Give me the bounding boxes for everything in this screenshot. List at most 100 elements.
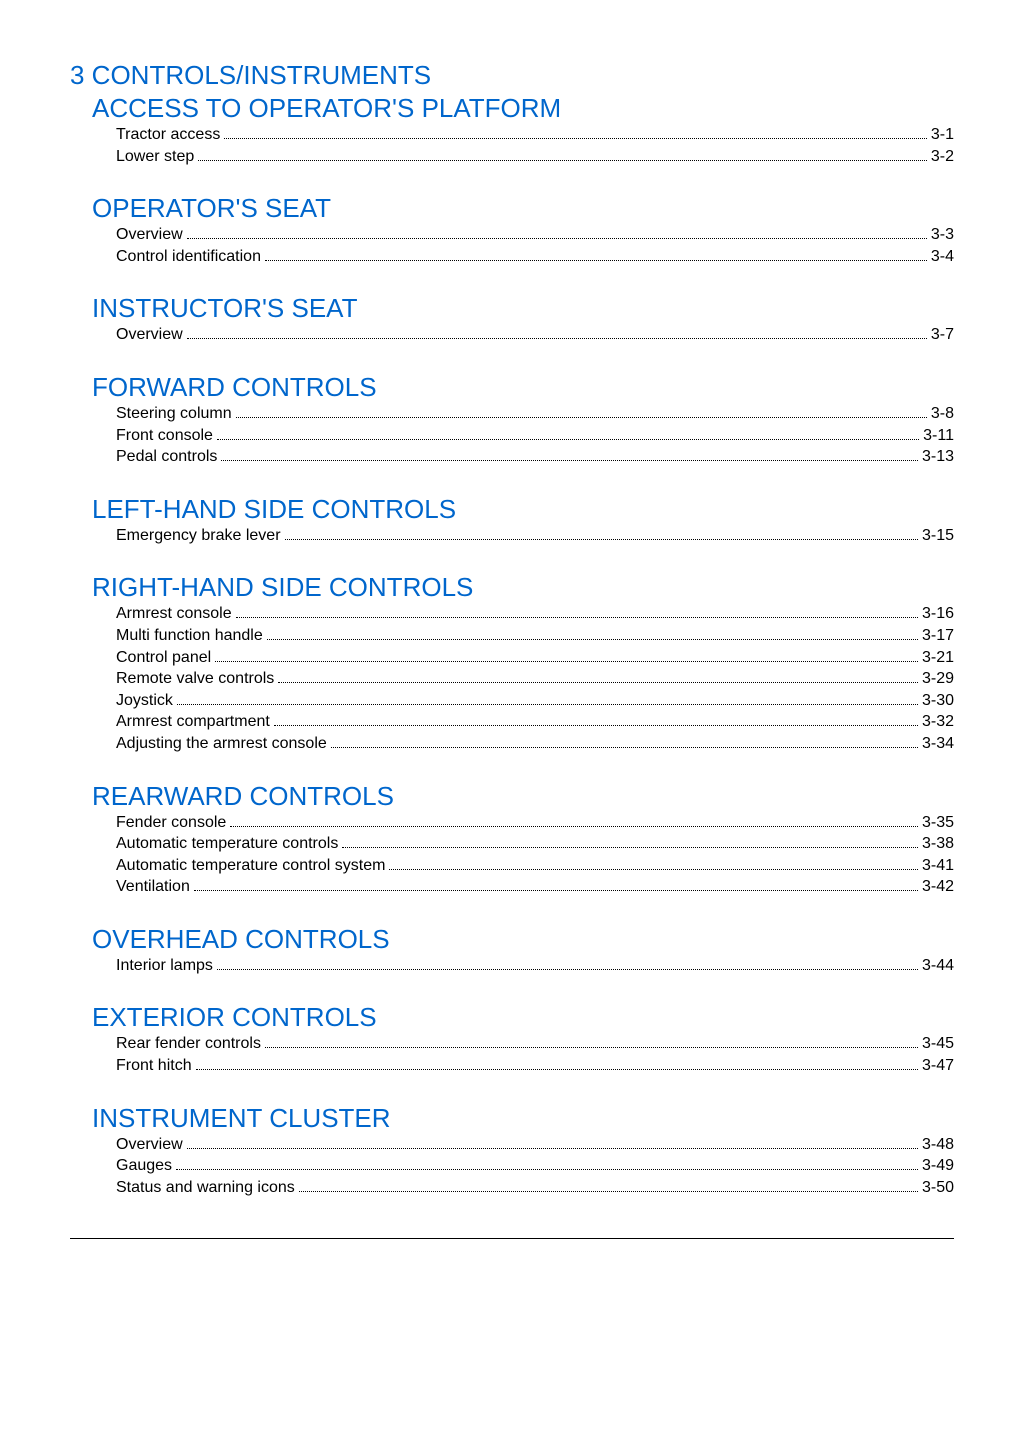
toc-entry-page: 3-32 [922, 711, 954, 733]
toc-entry-page: 3-11 [923, 425, 954, 447]
toc-leader-dots [224, 138, 927, 139]
section-title: OVERHEAD CONTROLS [92, 924, 954, 955]
toc-entry: Interior lamps 3-44 [116, 955, 954, 977]
toc-section: INSTRUCTOR'S SEAT Overview 3-7 [70, 293, 954, 346]
section-title: EXTERIOR CONTROLS [92, 1002, 954, 1033]
toc-entry-label: Multi function handle [116, 625, 263, 647]
toc-leader-dots [221, 460, 918, 461]
toc-entry-label: Front console [116, 425, 213, 447]
toc-entry-page: 3-2 [931, 146, 954, 168]
toc-section: ACCESS TO OPERATOR'S PLATFORM Tractor ac… [70, 93, 954, 167]
toc-entry-label: Pedal controls [116, 446, 217, 468]
toc-entry: Automatic temperature controls 3-38 [116, 833, 954, 855]
toc-entry: Lower step 3-2 [116, 146, 954, 168]
toc-entry-page: 3-38 [922, 833, 954, 855]
toc-leader-dots [342, 847, 918, 848]
toc-entry-page: 3-7 [931, 324, 954, 346]
toc-entry: Joystick 3-30 [116, 690, 954, 712]
toc-entry: Status and warning icons 3-50 [116, 1177, 954, 1199]
section-title: ACCESS TO OPERATOR'S PLATFORM [92, 93, 954, 124]
toc-section: LEFT-HAND SIDE CONTROLS Emergency brake … [70, 494, 954, 547]
toc-leader-dots [236, 417, 927, 418]
toc-leader-dots [265, 1047, 918, 1048]
toc-leader-dots [217, 969, 918, 970]
toc-section: OVERHEAD CONTROLS Interior lamps 3-44 [70, 924, 954, 977]
toc-entry-page: 3-42 [922, 876, 954, 898]
toc-leader-dots [299, 1191, 918, 1192]
toc-entry-label: Control panel [116, 647, 211, 669]
toc-section: EXTERIOR CONTROLS Rear fender controls 3… [70, 1002, 954, 1076]
toc-entry-label: Automatic temperature control system [116, 855, 385, 877]
toc-entry-label: Front hitch [116, 1055, 192, 1077]
toc-entry-page: 3-47 [922, 1055, 954, 1077]
toc-entry: Rear fender controls 3-45 [116, 1033, 954, 1055]
toc-entry-label: Fender console [116, 812, 226, 834]
toc-leader-dots [187, 238, 927, 239]
toc-section: INSTRUMENT CLUSTER Overview 3-48 Gauges … [70, 1103, 954, 1199]
toc-entry-page: 3-29 [922, 668, 954, 690]
toc-entry: Remote valve controls 3-29 [116, 668, 954, 690]
toc-entry-page: 3-3 [931, 224, 954, 246]
toc-entry: Emergency brake lever 3-15 [116, 525, 954, 547]
toc-entry-page: 3-41 [922, 855, 954, 877]
toc-entry-page: 3-48 [922, 1134, 954, 1156]
toc-entry: Control identification 3-4 [116, 246, 954, 268]
toc-section: RIGHT-HAND SIDE CONTROLS Armrest console… [70, 572, 954, 754]
toc-entry: Gauges 3-49 [116, 1155, 954, 1177]
toc-entry-page: 3-16 [922, 603, 954, 625]
toc-entry: Adjusting the armrest console 3-34 [116, 733, 954, 755]
toc-leader-dots [198, 160, 927, 161]
toc-entry-page: 3-8 [931, 403, 954, 425]
toc-entry-page: 3-49 [922, 1155, 954, 1177]
toc-entry-label: Armrest console [116, 603, 232, 625]
toc-entry-page: 3-30 [922, 690, 954, 712]
toc-entry-label: Remote valve controls [116, 668, 274, 690]
toc-entry: Multi function handle 3-17 [116, 625, 954, 647]
toc-entry-label: Control identification [116, 246, 261, 268]
toc-entry: Ventilation 3-42 [116, 876, 954, 898]
toc-entry-label: Steering column [116, 403, 232, 425]
section-title: REARWARD CONTROLS [92, 781, 954, 812]
toc-leader-dots [187, 338, 927, 339]
toc-leader-dots [265, 260, 927, 261]
section-title: INSTRUCTOR'S SEAT [92, 293, 954, 324]
toc-entry-page: 3-50 [922, 1177, 954, 1199]
toc-leader-dots [177, 704, 918, 705]
toc-entry-label: Emergency brake lever [116, 525, 281, 547]
toc-entry-label: Interior lamps [116, 955, 213, 977]
toc-section: FORWARD CONTROLS Steering column 3-8 Fro… [70, 372, 954, 468]
toc-leader-dots [278, 682, 918, 683]
toc-entry-label: Tractor access [116, 124, 220, 146]
section-title: LEFT-HAND SIDE CONTROLS [92, 494, 954, 525]
toc-leader-dots [389, 869, 918, 870]
toc-entry-page: 3-17 [922, 625, 954, 647]
toc-leader-dots [267, 639, 918, 640]
toc-entry: Steering column 3-8 [116, 403, 954, 425]
toc-entry: Armrest console 3-16 [116, 603, 954, 625]
toc-leader-dots [176, 1169, 918, 1170]
toc-leader-dots [187, 1148, 918, 1149]
toc-entry-label: Overview [116, 1134, 183, 1156]
toc-entry: Fender console 3-35 [116, 812, 954, 834]
toc-leader-dots [217, 439, 919, 440]
toc-entry-page: 3-35 [922, 812, 954, 834]
section-title: RIGHT-HAND SIDE CONTROLS [92, 572, 954, 603]
toc-entry-label: Overview [116, 224, 183, 246]
toc-entry-label: Automatic temperature controls [116, 833, 338, 855]
toc-entry-label: Status and warning icons [116, 1177, 295, 1199]
toc-entry: Armrest compartment 3-32 [116, 711, 954, 733]
toc-entry: Control panel 3-21 [116, 647, 954, 669]
toc-leader-dots [331, 747, 918, 748]
toc-leader-dots [196, 1069, 918, 1070]
toc-entry-page: 3-44 [922, 955, 954, 977]
toc-leader-dots [230, 826, 918, 827]
toc-leader-dots [285, 539, 918, 540]
toc-entry-page: 3-21 [922, 647, 954, 669]
toc-entry-label: Armrest compartment [116, 711, 270, 733]
section-title: FORWARD CONTROLS [92, 372, 954, 403]
toc-entry: Front console 3-11 [116, 425, 954, 447]
toc-entry-label: Joystick [116, 690, 173, 712]
toc-entry-page: 3-4 [931, 246, 954, 268]
toc-section: REARWARD CONTROLS Fender console 3-35 Au… [70, 781, 954, 898]
chapter-title: 3 CONTROLS/INSTRUMENTS [70, 60, 954, 91]
